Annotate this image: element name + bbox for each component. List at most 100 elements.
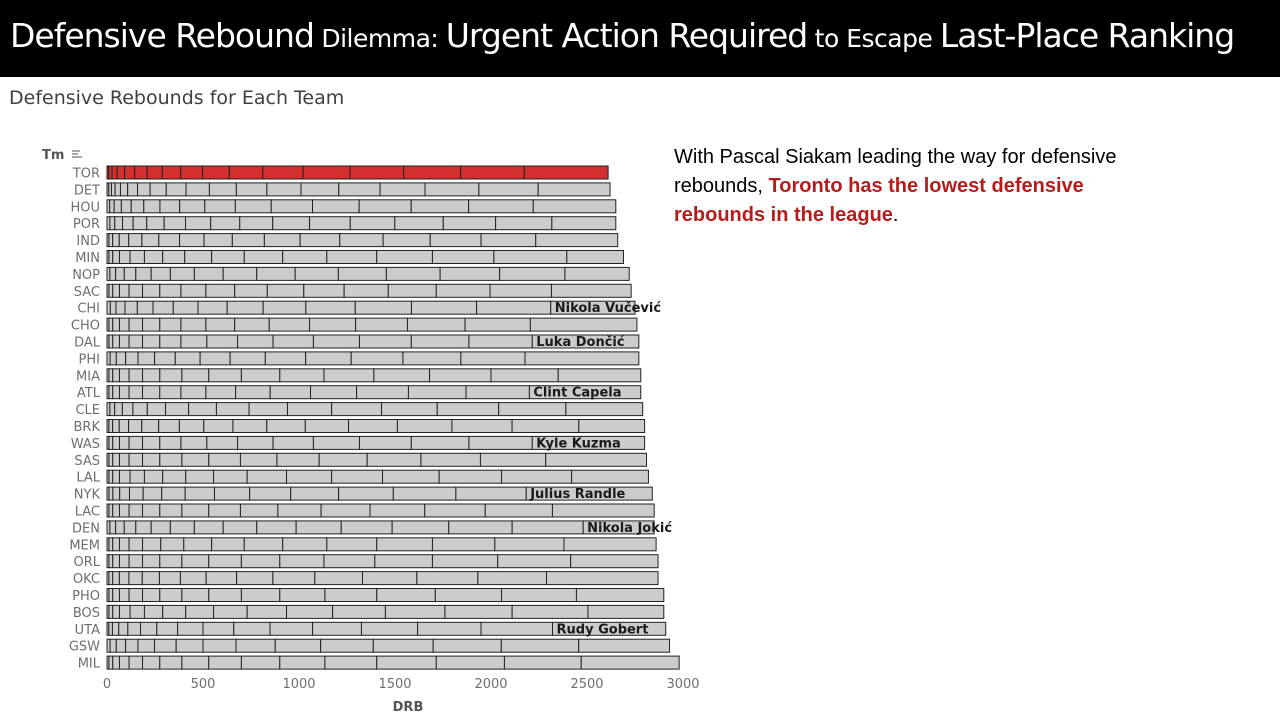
bar-segment[interactable] (464, 317, 531, 332)
bar-segment[interactable] (146, 402, 167, 417)
bar-segment[interactable] (323, 554, 376, 569)
bar-segment[interactable] (112, 503, 120, 518)
bar-segment[interactable] (402, 351, 462, 366)
bar-segment[interactable] (108, 334, 114, 349)
bar-segment[interactable] (114, 216, 124, 231)
bar-segment[interactable] (165, 182, 187, 197)
bar-segment[interactable] (128, 233, 143, 248)
bar-segment[interactable] (360, 621, 419, 636)
bar-segment[interactable] (372, 638, 434, 653)
bar-segment[interactable] (108, 469, 114, 484)
bar-segment[interactable] (128, 486, 144, 501)
bar-segment[interactable] (532, 199, 617, 214)
bar-segment[interactable] (243, 250, 284, 264)
bar-segment[interactable] (202, 638, 237, 653)
bar-segment[interactable] (180, 334, 208, 349)
bar-segment[interactable] (108, 537, 114, 552)
bar-segment[interactable] (108, 385, 114, 400)
bar-segment[interactable] (282, 250, 328, 264)
bar-segment[interactable] (432, 638, 502, 653)
bar-segment[interactable] (392, 486, 457, 501)
bar-segment[interactable] (356, 385, 409, 400)
bar-segment[interactable] (535, 233, 619, 248)
bar-segment[interactable] (495, 216, 553, 231)
bar-segment[interactable] (478, 182, 539, 197)
bar-segment[interactable] (279, 554, 325, 569)
bar-segment[interactable] (143, 469, 164, 484)
bar-segment[interactable] (159, 588, 183, 602)
bar-segment[interactable] (384, 604, 446, 619)
bar-segment[interactable] (215, 402, 250, 417)
bar-segment[interactable] (498, 402, 567, 417)
bar-segment[interactable] (424, 503, 486, 518)
bar-segment[interactable] (109, 520, 117, 535)
bar-segment[interactable] (479, 452, 547, 467)
bar-segment[interactable] (140, 621, 158, 636)
bar-segment[interactable] (551, 216, 617, 231)
bar-segment[interactable] (226, 300, 264, 315)
bar-segment[interactable] (314, 571, 363, 586)
bar-segment[interactable] (312, 334, 360, 349)
bar-segment[interactable] (274, 638, 322, 653)
bar-segment[interactable] (320, 503, 371, 518)
bar-segment[interactable] (236, 571, 274, 586)
bar-segment[interactable] (123, 266, 137, 281)
bar-segment[interactable] (309, 317, 357, 332)
bar-segment[interactable] (361, 571, 418, 586)
bar-segment[interactable] (181, 452, 210, 467)
bar-segment[interactable] (448, 520, 513, 535)
bar-segment[interactable] (266, 419, 306, 433)
bar-segment[interactable] (235, 385, 271, 400)
bar-segment[interactable] (511, 419, 580, 433)
bar-segment[interactable] (130, 199, 145, 214)
bar-segment[interactable] (137, 638, 155, 653)
bar-segment[interactable] (410, 199, 470, 214)
bar-segment[interactable] (108, 655, 114, 670)
bar-segment[interactable] (451, 419, 513, 433)
bar-segment[interactable] (332, 604, 386, 619)
bar-segment[interactable] (256, 266, 296, 281)
bar-segment[interactable] (108, 571, 114, 586)
bar-segment[interactable] (141, 419, 160, 433)
bar-segment[interactable] (185, 182, 210, 197)
bar-segment[interactable] (213, 486, 251, 501)
bar-segment[interactable] (435, 655, 505, 670)
bar-segment[interactable] (169, 520, 195, 535)
bar-segment[interactable] (135, 266, 152, 281)
bar-segment[interactable] (128, 368, 144, 383)
bar-segment[interactable] (350, 351, 404, 366)
bar-segment[interactable] (587, 604, 665, 619)
bar-segment[interactable] (208, 655, 242, 670)
bar-segment[interactable] (575, 588, 665, 602)
bar-segment[interactable] (243, 537, 284, 552)
bar-segment[interactable] (373, 368, 431, 383)
bar-segment[interactable] (438, 469, 503, 484)
bar-segment[interactable] (109, 216, 116, 231)
bar-segment[interactable] (159, 199, 181, 214)
bar-segment[interactable] (206, 334, 239, 349)
bar-segment[interactable] (286, 604, 334, 619)
bar-segment[interactable] (143, 199, 161, 214)
bar-segment[interactable] (128, 334, 144, 349)
bar-segment[interactable] (406, 317, 466, 332)
bar-segment[interactable] (240, 368, 281, 383)
bar-segment[interactable] (303, 283, 345, 298)
bar-segment[interactable] (137, 351, 156, 366)
bar-segment[interactable] (184, 250, 213, 264)
bar-segment[interactable] (112, 604, 120, 619)
bar-segment[interactable] (436, 402, 500, 417)
bar-segment[interactable] (118, 435, 130, 450)
bar-segment[interactable] (434, 588, 503, 602)
bar-segment[interactable] (109, 402, 116, 417)
bar-segment[interactable] (290, 486, 340, 501)
bar-segment[interactable] (161, 165, 182, 180)
bar-segment[interactable] (110, 182, 116, 197)
bar-segment[interactable] (112, 435, 120, 450)
bar-segment[interactable] (442, 216, 497, 231)
bar-segment[interactable] (460, 351, 526, 366)
bar-segment[interactable] (501, 588, 577, 602)
bar-segment[interactable] (150, 266, 171, 281)
bar-segment[interactable] (416, 571, 479, 586)
bar-segment[interactable] (270, 199, 313, 214)
bar-segment[interactable] (497, 554, 572, 569)
